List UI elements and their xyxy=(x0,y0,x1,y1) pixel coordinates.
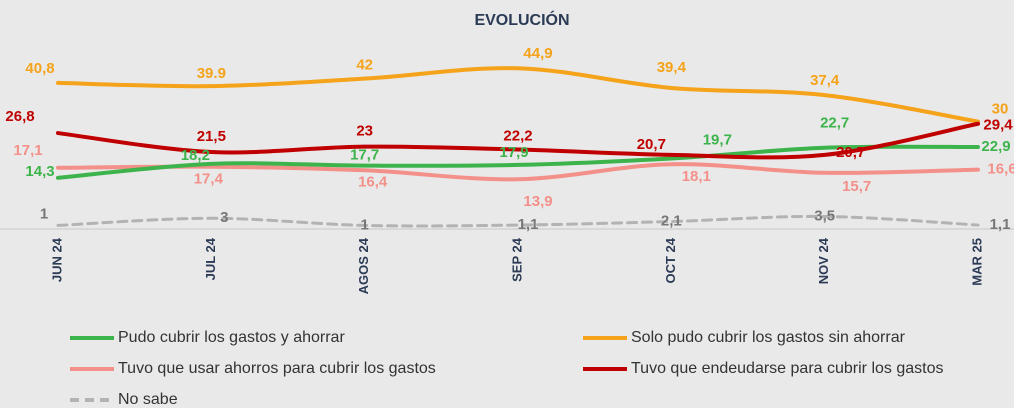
data-label: 1 xyxy=(40,205,48,222)
series-line xyxy=(56,121,980,160)
legend-label: Solo pudo cubrir los gastos sin ahorrar xyxy=(631,329,906,346)
legend-label: Tuvo que usar ahorros para cubrir los ga… xyxy=(118,360,436,377)
data-label: 23 xyxy=(356,123,373,140)
data-label: 17,1 xyxy=(13,142,42,159)
data-label: 1 xyxy=(360,216,368,233)
data-label: 22,7 xyxy=(820,115,849,132)
data-label: 18,2 xyxy=(181,147,210,164)
data-label: 30 xyxy=(992,101,1009,118)
data-label: 42 xyxy=(356,57,373,74)
data-label: 16,4 xyxy=(358,173,388,190)
x-tick-label: NOV 24 xyxy=(816,237,831,284)
data-label: 39,4 xyxy=(657,59,687,76)
data-label: 2,1 xyxy=(661,212,682,229)
data-label: 29,4 xyxy=(983,117,1013,134)
x-tick-label: JUN 24 xyxy=(49,237,64,282)
data-label: 37,4 xyxy=(810,72,840,89)
data-label: 22,9 xyxy=(981,138,1010,155)
x-tick-label: OCT 24 xyxy=(663,237,678,283)
data-label: 19,7 xyxy=(703,131,732,148)
data-label: 3,5 xyxy=(814,207,835,224)
data-label: 40,8 xyxy=(25,60,54,77)
data-label: 13,9 xyxy=(523,193,552,210)
legend-label: Pudo cubrir los gastos y ahorrar xyxy=(118,329,345,346)
series-line xyxy=(56,214,980,228)
x-tick-label: MAR 25 xyxy=(969,238,984,286)
series-line xyxy=(56,144,980,180)
x-tick-label: AGOS 24 xyxy=(356,237,371,294)
data-label: 39.9 xyxy=(197,65,226,82)
data-label: 18,1 xyxy=(682,168,711,185)
data-label: 16,6 xyxy=(987,161,1014,178)
legend-label: Tuvo que endeudarse para cubrir los gast… xyxy=(631,360,943,377)
data-label: 20,7 xyxy=(637,136,666,153)
series-line xyxy=(56,162,980,182)
data-label: 17,9 xyxy=(499,144,528,161)
data-label: 1,1 xyxy=(990,216,1011,233)
data-label: 3 xyxy=(220,209,228,226)
legend-label: No sabe xyxy=(118,391,178,408)
data-label: 15,7 xyxy=(842,178,871,195)
data-label: 22,2 xyxy=(503,127,532,144)
x-tick-label: SEP 24 xyxy=(509,237,524,282)
chart-title: EVOLUCIÓN xyxy=(474,10,569,29)
data-label: 26,8 xyxy=(5,108,34,125)
data-label: 21,5 xyxy=(197,128,226,145)
data-label: 20,7 xyxy=(836,144,865,161)
data-label: 1,1 xyxy=(518,216,539,233)
series-line xyxy=(56,66,980,124)
x-tick-label: JUL 24 xyxy=(203,237,218,280)
data-label: 17,7 xyxy=(350,147,379,164)
data-label: 17,4 xyxy=(194,171,224,188)
data-label: 14,3 xyxy=(25,163,54,180)
data-label: 44,9 xyxy=(523,45,552,62)
